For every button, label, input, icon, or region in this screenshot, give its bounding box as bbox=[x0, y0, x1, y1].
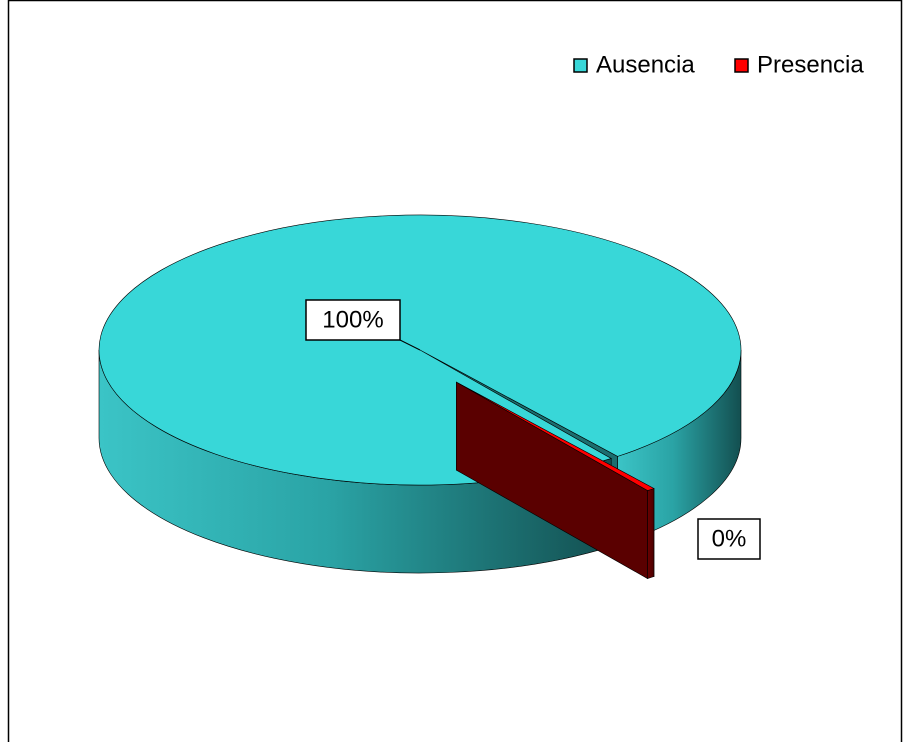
data-labels: 100% 0% bbox=[305, 299, 761, 560]
legend-swatch bbox=[734, 58, 749, 73]
slice-side bbox=[647, 488, 655, 579]
pie bbox=[98, 214, 742, 580]
legend-swatch bbox=[573, 58, 588, 73]
data-label: 100% bbox=[322, 306, 383, 333]
data-label-box bbox=[305, 299, 401, 341]
legend-label: Presencia bbox=[757, 51, 864, 78]
data-label: 0% bbox=[712, 525, 747, 552]
data-label-box bbox=[697, 518, 761, 560]
slice-top bbox=[456, 381, 655, 491]
leader-line bbox=[399, 339, 421, 351]
legend: Ausencia Presencia bbox=[573, 51, 864, 78]
legend-label: Ausencia bbox=[596, 51, 695, 78]
